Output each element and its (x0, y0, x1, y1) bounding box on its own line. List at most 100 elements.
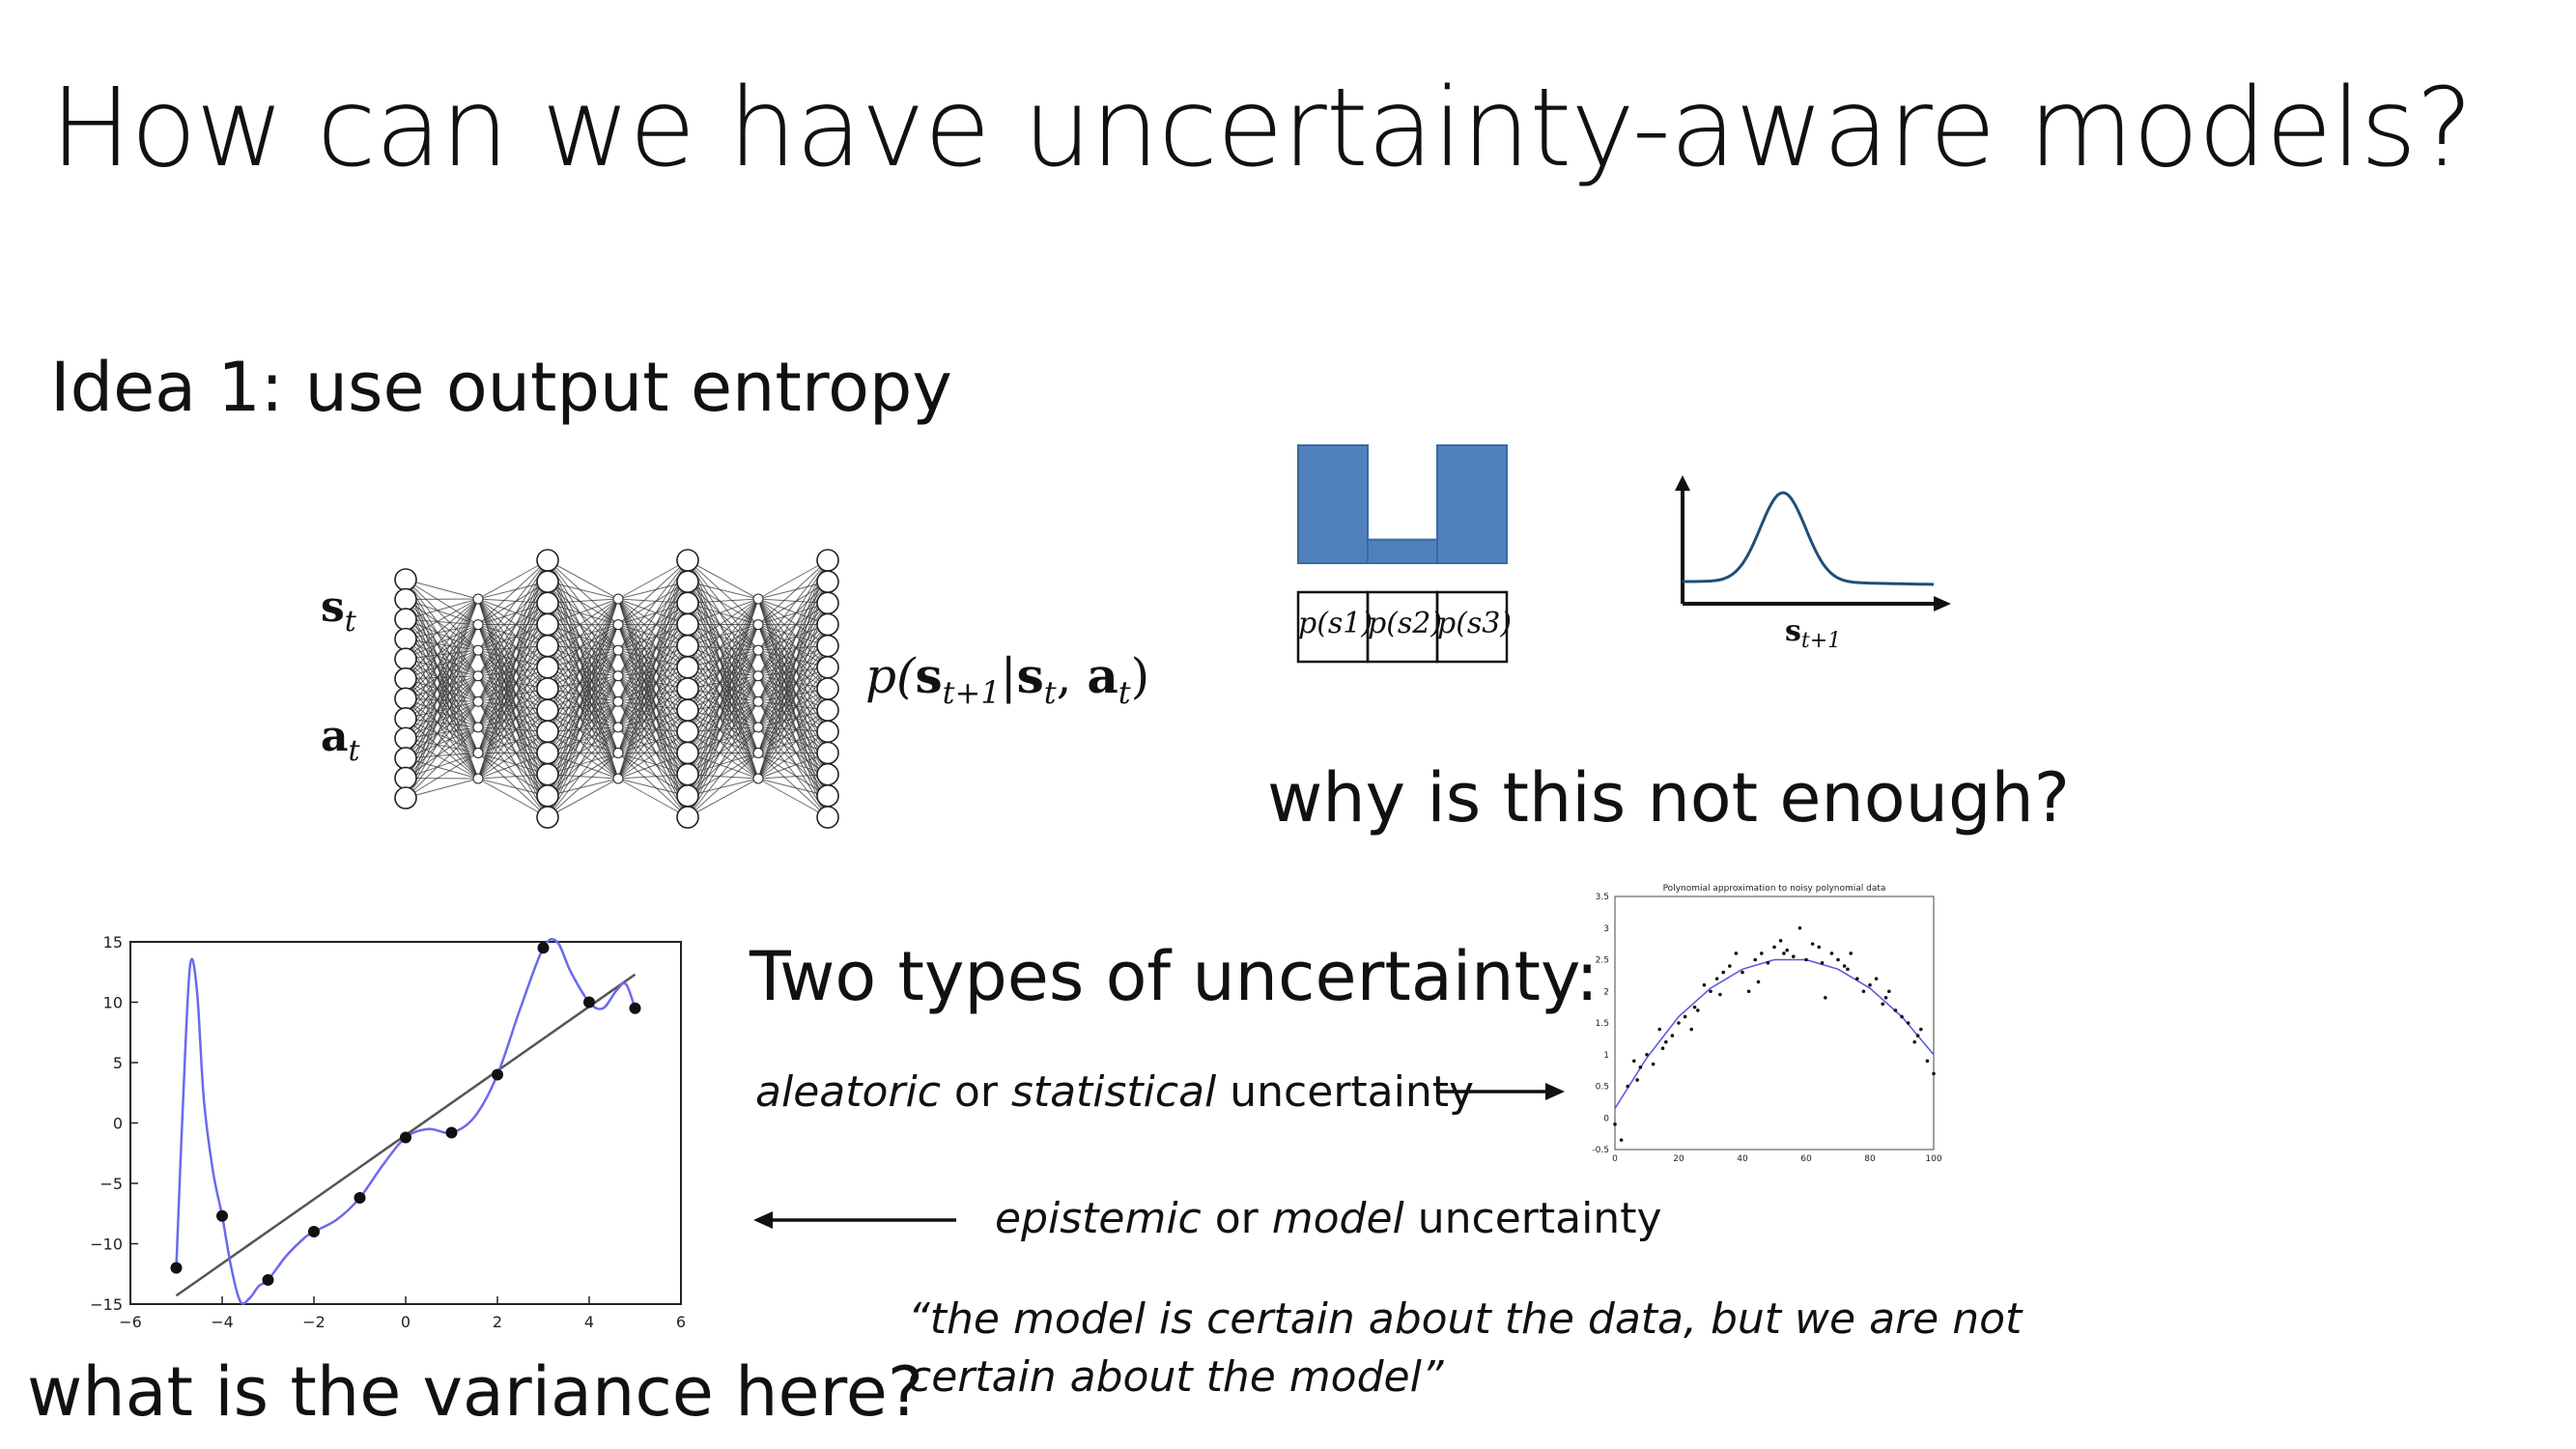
nn-edge (617, 667, 689, 728)
hist-label-2: p(s2) (1368, 607, 1443, 640)
nn-edge (547, 624, 619, 775)
slide-title: How can we have uncertainty-aware models… (50, 66, 2474, 191)
chart1-xtick-label: −2 (302, 1313, 326, 1328)
chart2-data-point (1772, 945, 1776, 950)
nn-edge (617, 603, 689, 702)
nn-edge (547, 598, 619, 647)
nn-edge (687, 598, 759, 797)
chart2-xtick-label: 80 (1864, 1154, 1876, 1164)
nn-neuron (816, 698, 839, 722)
nn-edge (687, 675, 759, 753)
nn-edge (757, 688, 829, 780)
nn-edge (757, 667, 829, 780)
chart2-data-point (1741, 970, 1744, 975)
chart1-frame (129, 941, 682, 1305)
chart2-data-point (1714, 977, 1719, 980)
nn-edge (547, 559, 619, 600)
nn-edge (617, 667, 689, 780)
nn-neuron (394, 707, 417, 730)
quote-line-2: certain about the model” (908, 1352, 1444, 1402)
nn-edge (757, 603, 829, 728)
nn-edge (477, 598, 549, 668)
chart2-data-point (1919, 1027, 1923, 1032)
chart1-ytick-label: 5 (113, 1054, 123, 1072)
chart2-fit-curve (1614, 958, 1935, 1109)
nn-edge (405, 599, 479, 677)
nn-edge (547, 598, 619, 797)
nn-edge (617, 667, 689, 702)
nn-edge (477, 582, 549, 780)
nn-neuron (472, 593, 484, 605)
nn-neuron (472, 670, 484, 682)
nn-edge (687, 675, 759, 775)
nn-neuron (394, 747, 417, 770)
nn-neuron (752, 670, 764, 682)
nn-edge (687, 649, 759, 753)
nn-neuron (536, 591, 559, 615)
nn-edge (405, 618, 479, 728)
chart2-data-point (1760, 952, 1764, 955)
chart2-ytick-label: 3 (1603, 924, 1609, 934)
chart2-data-point (1855, 977, 1859, 980)
nn-edge (547, 753, 619, 818)
nn-edge (617, 645, 689, 702)
nn-edge (477, 730, 549, 780)
nn-edge (405, 697, 479, 780)
chart2-data-point (1912, 1039, 1916, 1044)
nn-neuron (536, 612, 559, 637)
chart1-data-point (400, 1131, 411, 1144)
chart2-data-point (1746, 989, 1751, 994)
nn-edge (405, 649, 479, 759)
chart2-data-point (1881, 1002, 1884, 1007)
variance-question: what is the variance here? (27, 1352, 924, 1432)
nn-edge (547, 598, 619, 818)
nn-edge (477, 559, 549, 702)
nn-neuron (612, 696, 624, 707)
nn-edge (405, 649, 479, 799)
nn-edge (405, 598, 479, 739)
nn-neuron (472, 696, 484, 707)
nn-edge (687, 701, 759, 818)
nn-edge (547, 624, 619, 711)
nn-edge (687, 598, 759, 625)
chart2-xtick-label: 40 (1737, 1154, 1748, 1164)
nn-neuron (536, 656, 559, 679)
nn-edge (547, 675, 619, 753)
nn-edge (405, 675, 479, 799)
chart2-ytick-label: 2.5 (1596, 956, 1609, 966)
nn-neuron (752, 722, 764, 733)
chart1-data-point (629, 1002, 641, 1014)
quote-line-1: “the model is certain about the data, bu… (908, 1294, 2023, 1344)
nn-edge (405, 599, 479, 651)
nn-edge (405, 579, 479, 728)
nn-edge (687, 675, 759, 711)
nn-edge (477, 753, 549, 780)
nn-edge (547, 675, 619, 732)
chart2-data-point (1696, 1009, 1700, 1012)
nn-edge (687, 730, 759, 780)
nn-neuron (816, 570, 839, 593)
chart2-data-point (1798, 925, 1802, 930)
nn-edge (757, 559, 829, 676)
nn-neuron (472, 722, 484, 733)
hist-label-1: p(s1) (1298, 607, 1373, 640)
nn-edge (687, 675, 759, 797)
chart2-data-point (1753, 957, 1757, 962)
nn-neuron (612, 747, 624, 758)
nn-edge (687, 753, 759, 818)
nn-edge (405, 598, 479, 620)
nn-edge (405, 599, 479, 753)
nn-edge (617, 559, 689, 625)
chart2-data-point (1810, 942, 1815, 946)
chart2-data-point (1638, 1065, 1643, 1069)
nn-edge (757, 559, 829, 600)
nn-edge (547, 598, 619, 625)
nn-edge (687, 675, 759, 732)
nn-neuron (676, 762, 699, 786)
nn-edge (547, 649, 619, 753)
nn-edge (405, 675, 479, 680)
nn-edge (617, 559, 689, 600)
nn-edge (617, 603, 689, 780)
nn-edge (405, 639, 479, 728)
nn-edge (617, 645, 689, 753)
